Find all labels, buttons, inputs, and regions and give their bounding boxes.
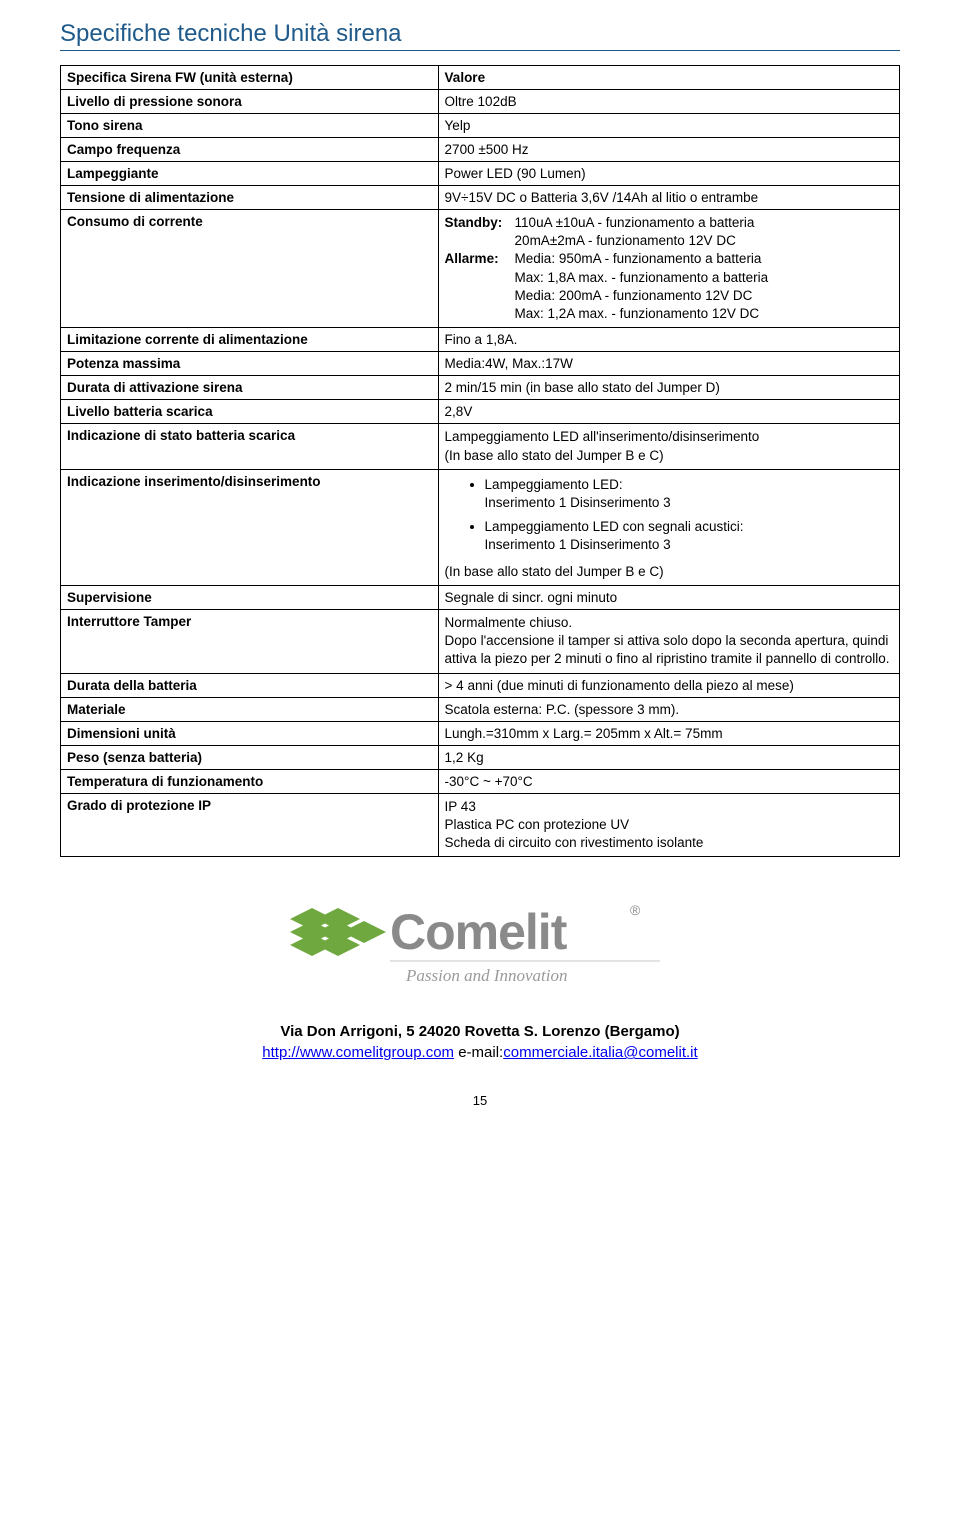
header-label: Specifica Sirena FW (unità esterna): [61, 66, 439, 90]
row-value: 2700 ±500 Hz: [438, 138, 899, 162]
row-label: Durata della batteria: [61, 673, 439, 697]
row-value: > 4 anni (due minuti di funzionamento de…: [438, 673, 899, 697]
row-label: Potenza massima: [61, 352, 439, 376]
row-value: Media:4W, Max.:17W: [438, 352, 899, 376]
table-row-inserimento: Indicazione inserimento/disinserimento L…: [61, 469, 900, 585]
stato-l2: (In base allo stato del Jumper B e C): [445, 447, 893, 465]
row-value: Normalmente chiuso. Dopo l'accensione il…: [438, 609, 899, 673]
table-row: Limitazione corrente di alimentazioneFin…: [61, 328, 900, 352]
table-row: Campo frequenza2700 ±500 Hz: [61, 138, 900, 162]
row-label: Supervisione: [61, 585, 439, 609]
row-value: Lampeggiamento LED: Inserimento 1 Disins…: [438, 469, 899, 585]
row-value: Oltre 102dB: [438, 90, 899, 114]
table-row: Livello di pressione sonoraOltre 102dB: [61, 90, 900, 114]
table-row-tamper: Interruttore Tamper Normalmente chiuso. …: [61, 609, 900, 673]
row-value: Yelp: [438, 114, 899, 138]
row-label: Materiale: [61, 697, 439, 721]
row-value: 2 min/15 min (in base allo stato del Jum…: [438, 376, 899, 400]
standby-l1: 110uA ±10uA - funzionamento a batteria: [515, 214, 755, 232]
row-value: Fino a 1,8A.: [438, 328, 899, 352]
ip-l1: IP 43: [445, 798, 893, 816]
table-row: Dimensioni unitàLungh.=310mm x Larg.= 20…: [61, 721, 900, 745]
header-value: Valore: [438, 66, 899, 90]
row-value: Scatola esterna: P.C. (spessore 3 mm).: [438, 697, 899, 721]
row-value: Segnale di sincr. ogni minuto: [438, 585, 899, 609]
row-label: Temperatura di funzionamento: [61, 769, 439, 793]
page-number: 15: [60, 1093, 900, 1108]
table-row: LampeggiantePower LED (90 Lumen): [61, 162, 900, 186]
allarme-l1: Media: 950mA - funzionamento a batteria: [515, 250, 762, 268]
bullet-2: Lampeggiamento LED con segnali acustici:…: [485, 518, 893, 554]
b1-l2: Inserimento 1 Disinserimento 3: [485, 495, 671, 510]
allarme-label: Allarme:: [445, 250, 515, 268]
row-label: Tono sirena: [61, 114, 439, 138]
logo-tagline: Passion and Innovation: [405, 966, 568, 985]
row-label: Grado di protezione IP: [61, 793, 439, 857]
table-row-stato-batteria: Indicazione di stato batteria scarica La…: [61, 424, 900, 469]
standby-label: Standby:: [445, 214, 515, 232]
row-value: 1,2 Kg: [438, 745, 899, 769]
table-row: Potenza massimaMedia:4W, Max.:17W: [61, 352, 900, 376]
row-label: Consumo di corrente: [61, 210, 439, 328]
b1-l1: Lampeggiamento LED:: [485, 477, 623, 492]
table-row: Durata della batteria> 4 anni (due minut…: [61, 673, 900, 697]
stato-l1: Lampeggiamento LED all'inserimento/disin…: [445, 428, 893, 446]
bullet-1: Lampeggiamento LED: Inserimento 1 Disins…: [485, 476, 893, 512]
svg-text:Comelit: Comelit: [390, 904, 568, 960]
ins-foot: (In base allo stato del Jumper B e C): [445, 563, 893, 581]
row-label: Dimensioni unità: [61, 721, 439, 745]
ip-l3: Scheda di circuito con rivestimento isol…: [445, 834, 893, 852]
row-label: Peso (senza batteria): [61, 745, 439, 769]
row-value: Lungh.=310mm x Larg.= 205mm x Alt.= 75mm: [438, 721, 899, 745]
ip-l2: Plastica PC con protezione UV: [445, 816, 893, 834]
row-label: Indicazione inserimento/disinserimento: [61, 469, 439, 585]
row-value: Standby:110uA ±10uA - funzionamento a ba…: [438, 210, 899, 328]
row-value: 2,8V: [438, 400, 899, 424]
table-row: Livello batteria scarica2,8V: [61, 400, 900, 424]
table-row: Peso (senza batteria)1,2 Kg: [61, 745, 900, 769]
table-row: Tono sirenaYelp: [61, 114, 900, 138]
allarme-l2: Max: 1,8A max. - funzionamento a batteri…: [515, 269, 769, 287]
row-label: Indicazione di stato batteria scarica: [61, 424, 439, 469]
table-row: Durata di attivazione sirena2 min/15 min…: [61, 376, 900, 400]
row-value: Power LED (90 Lumen): [438, 162, 899, 186]
row-label: Durata di attivazione sirena: [61, 376, 439, 400]
table-row-ip: Grado di protezione IP IP 43 Plastica PC…: [61, 793, 900, 857]
footer-email-prefix: e-mail:: [454, 1044, 503, 1061]
b2-l2: Inserimento 1 Disinserimento 3: [485, 537, 671, 552]
logo-area: Comelit ® Passion and Innovation: [60, 893, 900, 991]
table-row: MaterialeScatola esterna: P.C. (spessore…: [61, 697, 900, 721]
table-row-consumo: Consumo di corrente Standby:110uA ±10uA …: [61, 210, 900, 328]
svg-text:®: ®: [630, 902, 641, 918]
tamper-l2: Dopo l'accensione il tamper si attiva so…: [445, 632, 893, 668]
row-value: -30°C ~ +70°C: [438, 769, 899, 793]
row-label: Lampeggiante: [61, 162, 439, 186]
row-label: Tensione di alimentazione: [61, 186, 439, 210]
spec-table: Specifica Sirena FW (unità esterna) Valo…: [60, 65, 900, 857]
allarme-l4: Max: 1,2A max. - funzionamento 12V DC: [515, 305, 760, 323]
row-label: Livello di pressione sonora: [61, 90, 439, 114]
row-value: 9V÷15V DC o Batteria 3,6V /14Ah al litio…: [438, 186, 899, 210]
row-label: Interruttore Tamper: [61, 609, 439, 673]
tamper-l1: Normalmente chiuso.: [445, 614, 893, 632]
row-label: Campo frequenza: [61, 138, 439, 162]
page-title: Specifiche tecniche Unità sirena: [60, 20, 900, 51]
standby-l2: 20mA±2mA - funzionamento 12V DC: [515, 232, 736, 250]
row-value: IP 43 Plastica PC con protezione UV Sche…: [438, 793, 899, 857]
footer-email-link[interactable]: commerciale.italia@comelit.it: [503, 1044, 697, 1061]
row-label: Limitazione corrente di alimentazione: [61, 328, 439, 352]
row-value: Lampeggiamento LED all'inserimento/disin…: [438, 424, 899, 469]
allarme-l3: Media: 200mA - funzionamento 12V DC: [515, 287, 753, 305]
row-label: Livello batteria scarica: [61, 400, 439, 424]
footer-url-link[interactable]: http://www.comelitgroup.com: [262, 1044, 454, 1061]
table-row: Temperatura di funzionamento-30°C ~ +70°…: [61, 769, 900, 793]
footer: Via Don Arrigoni, 5 24020 Rovetta S. Lor…: [60, 1021, 900, 1063]
footer-address: Via Don Arrigoni, 5 24020 Rovetta S. Lor…: [60, 1021, 900, 1042]
b2-l1: Lampeggiamento LED con segnali acustici:: [485, 519, 744, 534]
comelit-logo-icon: Comelit ® Passion and Innovation: [280, 893, 680, 988]
table-row: Tensione di alimentazione9V÷15V DC o Bat…: [61, 186, 900, 210]
table-header-row: Specifica Sirena FW (unità esterna) Valo…: [61, 66, 900, 90]
table-row: SupervisioneSegnale di sincr. ogni minut…: [61, 585, 900, 609]
